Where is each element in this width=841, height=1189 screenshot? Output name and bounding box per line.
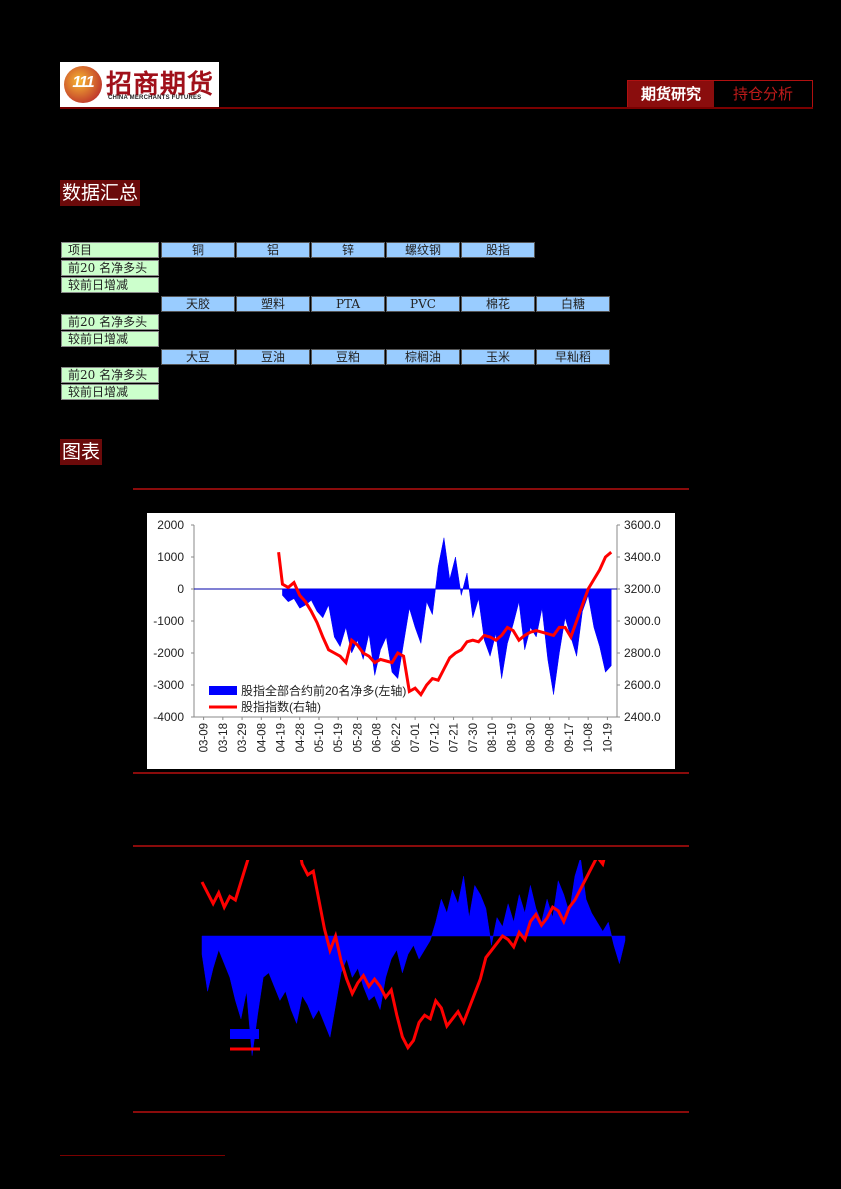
x-tick-label: 03-18 bbox=[218, 723, 230, 752]
column-header: PTA bbox=[311, 296, 385, 312]
x-tick-label: 05-10 bbox=[314, 723, 326, 752]
company-logo: 111 招商期货 CHINA MERCHANTS FUTURES bbox=[60, 62, 219, 107]
left-tick-label: -2000 bbox=[153, 646, 184, 660]
column-header: 锌 bbox=[311, 242, 385, 258]
logo-chinese-name: 招商期货 bbox=[106, 70, 215, 100]
column-header: 铝 bbox=[236, 242, 310, 258]
x-tick-label: 09-08 bbox=[545, 723, 557, 752]
right-tick-label: 2400.0 bbox=[624, 710, 661, 724]
column-header: 铜 bbox=[161, 242, 235, 258]
column-header: 白糖 bbox=[536, 296, 610, 312]
row-label-net-long: 前20 名净多头 bbox=[61, 367, 159, 383]
x-tick-label: 08-10 bbox=[487, 723, 499, 752]
header-tag-box: 期货研究 持仓分析 bbox=[627, 80, 813, 108]
chart-second bbox=[147, 806, 675, 1110]
legend-label-area: 股指全部合约前20名净多(左轴) bbox=[241, 683, 406, 698]
left-tick-label: 2000 bbox=[157, 518, 184, 532]
chart2-svg bbox=[200, 806, 627, 1056]
x-tick-label: 03-09 bbox=[199, 723, 211, 752]
right-tick-label: 2800.0 bbox=[624, 646, 661, 660]
chart2-bottom-rule bbox=[133, 1111, 689, 1113]
right-tick-label: 3200.0 bbox=[624, 582, 661, 596]
chart1-top-rule bbox=[133, 488, 689, 490]
section-title-charts: 图表 bbox=[60, 439, 103, 465]
header-tag-primary: 期货研究 bbox=[628, 81, 714, 107]
x-tick-label: 07-01 bbox=[410, 723, 422, 752]
header-divider bbox=[60, 107, 813, 109]
footer-divider bbox=[60, 1155, 225, 1156]
chart2-legend-swatch-area bbox=[230, 1029, 259, 1039]
left-tick-label: -1000 bbox=[153, 614, 184, 628]
right-tick-label: 3600.0 bbox=[624, 518, 661, 532]
x-tick-label: 05-28 bbox=[352, 723, 364, 752]
x-tick-label: 08-19 bbox=[506, 723, 518, 752]
logo-emblem-icon: 111 bbox=[64, 66, 102, 103]
right-tick-label: 2600.0 bbox=[624, 678, 661, 692]
left-tick-label: -3000 bbox=[153, 678, 184, 692]
row-label-change: 较前日增减 bbox=[61, 384, 159, 400]
x-tick-label: 08-30 bbox=[525, 723, 537, 752]
column-header: 塑料 bbox=[236, 296, 310, 312]
left-tick-label: -4000 bbox=[153, 710, 184, 724]
row-label-net-long: 前20 名净多头 bbox=[61, 314, 159, 330]
x-tick-label: 04-28 bbox=[295, 723, 307, 752]
chart1-bottom-rule bbox=[133, 772, 689, 774]
left-tick-label: 1000 bbox=[157, 550, 184, 564]
column-header: PVC bbox=[386, 296, 460, 312]
chart2-top-rule bbox=[133, 845, 689, 847]
row-label-change: 较前日增减 bbox=[61, 277, 159, 293]
x-tick-label: 04-08 bbox=[256, 723, 268, 752]
x-tick-label: 10-19 bbox=[602, 723, 614, 752]
row-label-item: 项目 bbox=[61, 242, 159, 258]
index-line-series bbox=[277, 551, 613, 698]
x-tick-label: 04-19 bbox=[276, 723, 288, 752]
x-tick-label: 06-08 bbox=[372, 723, 384, 752]
chart2-area-series bbox=[201, 857, 626, 1056]
header-tag-secondary: 持仓分析 bbox=[714, 81, 812, 107]
x-tick-label: 03-29 bbox=[237, 723, 249, 752]
x-tick-label: 10-08 bbox=[583, 723, 595, 752]
x-tick-label: 06-22 bbox=[391, 723, 403, 752]
x-tick-label: 09-17 bbox=[564, 723, 576, 752]
x-tick-label: 07-12 bbox=[429, 723, 441, 752]
column-header: 豆粕 bbox=[311, 349, 385, 365]
column-header: 天胶 bbox=[161, 296, 235, 312]
column-header: 棉花 bbox=[461, 296, 535, 312]
right-tick-label: 3000.0 bbox=[624, 614, 661, 628]
column-header: 早籼稻 bbox=[536, 349, 610, 365]
net-long-area-series bbox=[282, 537, 612, 695]
x-tick-label: 07-30 bbox=[468, 723, 480, 752]
column-header: 棕榈油 bbox=[386, 349, 460, 365]
right-tick-label: 3400.0 bbox=[624, 550, 661, 564]
chart1-svg: 2000 1000 0 -1000 -2000 -3000 -4000 3600.0 3400.… bbox=[153, 518, 661, 752]
legend-label-line: 股指指数(右轴) bbox=[241, 699, 321, 714]
left-tick-label: 0 bbox=[177, 582, 184, 596]
column-header: 螺纹钢 bbox=[386, 242, 460, 258]
row-label-change: 较前日增减 bbox=[61, 331, 159, 347]
column-header: 豆油 bbox=[236, 349, 310, 365]
column-header: 大豆 bbox=[161, 349, 235, 365]
x-tick-label: 05-19 bbox=[333, 723, 345, 752]
column-header: 股指 bbox=[461, 242, 535, 258]
column-header: 玉米 bbox=[461, 349, 535, 365]
row-label-net-long: 前20 名净多头 bbox=[61, 260, 159, 276]
x-tick-label: 07-21 bbox=[449, 723, 461, 752]
section-title-summary: 数据汇总 bbox=[60, 180, 141, 206]
legend-swatch-area bbox=[209, 686, 237, 695]
logo-english-name: CHINA MERCHANTS FUTURES bbox=[108, 95, 202, 101]
chart-net-long-vs-index: 2000 1000 0 -1000 -2000 -3000 -4000 3600.0 3400.… bbox=[147, 513, 675, 769]
